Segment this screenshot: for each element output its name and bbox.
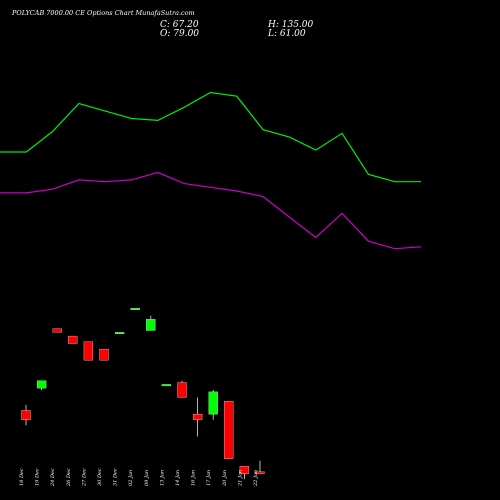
x-tick-label: 16 Jan bbox=[191, 470, 197, 486]
candle bbox=[21, 404, 31, 426]
candle bbox=[68, 335, 78, 344]
x-tick-label: 02 Jan bbox=[128, 470, 134, 486]
candle-body-down bbox=[68, 335, 78, 344]
candle-body-down bbox=[255, 471, 265, 474]
candle bbox=[224, 401, 234, 459]
x-tick-label: 17 Jan bbox=[206, 470, 212, 486]
x-tick-label: 20 Jan bbox=[222, 470, 228, 487]
candle-body-up bbox=[130, 308, 140, 310]
candle bbox=[177, 380, 187, 398]
candle-body-up bbox=[161, 384, 172, 387]
candle-body-down bbox=[52, 328, 62, 333]
candle-body-down bbox=[239, 466, 250, 474]
candle bbox=[192, 397, 203, 437]
chart-title: POLYCAB 7000.00 CE Options Chart MunafaS… bbox=[11, 9, 195, 17]
candle bbox=[114, 332, 125, 335]
candle bbox=[161, 384, 172, 387]
candle bbox=[99, 348, 109, 361]
candle-body-up bbox=[208, 391, 218, 415]
candle-body-up bbox=[36, 380, 47, 389]
x-tick-label: 30 Dec bbox=[97, 468, 103, 486]
lower-band-line bbox=[0, 171, 422, 250]
candle-body-down bbox=[224, 401, 234, 459]
candle bbox=[239, 466, 250, 480]
candle-body-down bbox=[21, 410, 31, 420]
x-tick-label: 19 Dec bbox=[35, 468, 41, 486]
x-tick-label: 24 Dec bbox=[50, 468, 56, 487]
x-tick-label: 18 Dec bbox=[19, 468, 25, 486]
candle-body-down bbox=[192, 414, 203, 420]
x-tick-label: 13 Jan bbox=[159, 470, 165, 486]
candle bbox=[83, 341, 94, 361]
candle-body-up bbox=[114, 332, 125, 335]
low-value: L: 61.00 bbox=[267, 29, 306, 39]
x-tick-label: 22 Jan bbox=[253, 470, 259, 487]
candle bbox=[146, 315, 156, 331]
x-tick-label: 14 Jan bbox=[175, 470, 181, 486]
x-tick-label: 26 Dec bbox=[66, 468, 72, 487]
candle-body-down bbox=[99, 348, 109, 361]
candle-body-up bbox=[146, 319, 156, 331]
candle bbox=[130, 308, 140, 310]
candle-body-down bbox=[177, 382, 187, 398]
candle bbox=[208, 390, 218, 420]
candle-body-down bbox=[83, 341, 94, 361]
close-value: C: 67.20 bbox=[160, 20, 199, 30]
x-tick-label: 09 Jan bbox=[144, 470, 150, 486]
candle bbox=[255, 460, 265, 474]
upper-band-line bbox=[0, 91, 421, 183]
x-tick-label: 31 Dec bbox=[113, 468, 119, 486]
x-tick-label: 21 Jan bbox=[237, 470, 243, 487]
high-value: H: 135.00 bbox=[267, 20, 314, 30]
x-tick-label: 27 Dec bbox=[81, 468, 87, 487]
open-value: O: 79.00 bbox=[160, 29, 199, 39]
candle bbox=[36, 380, 47, 391]
candle bbox=[52, 328, 62, 333]
